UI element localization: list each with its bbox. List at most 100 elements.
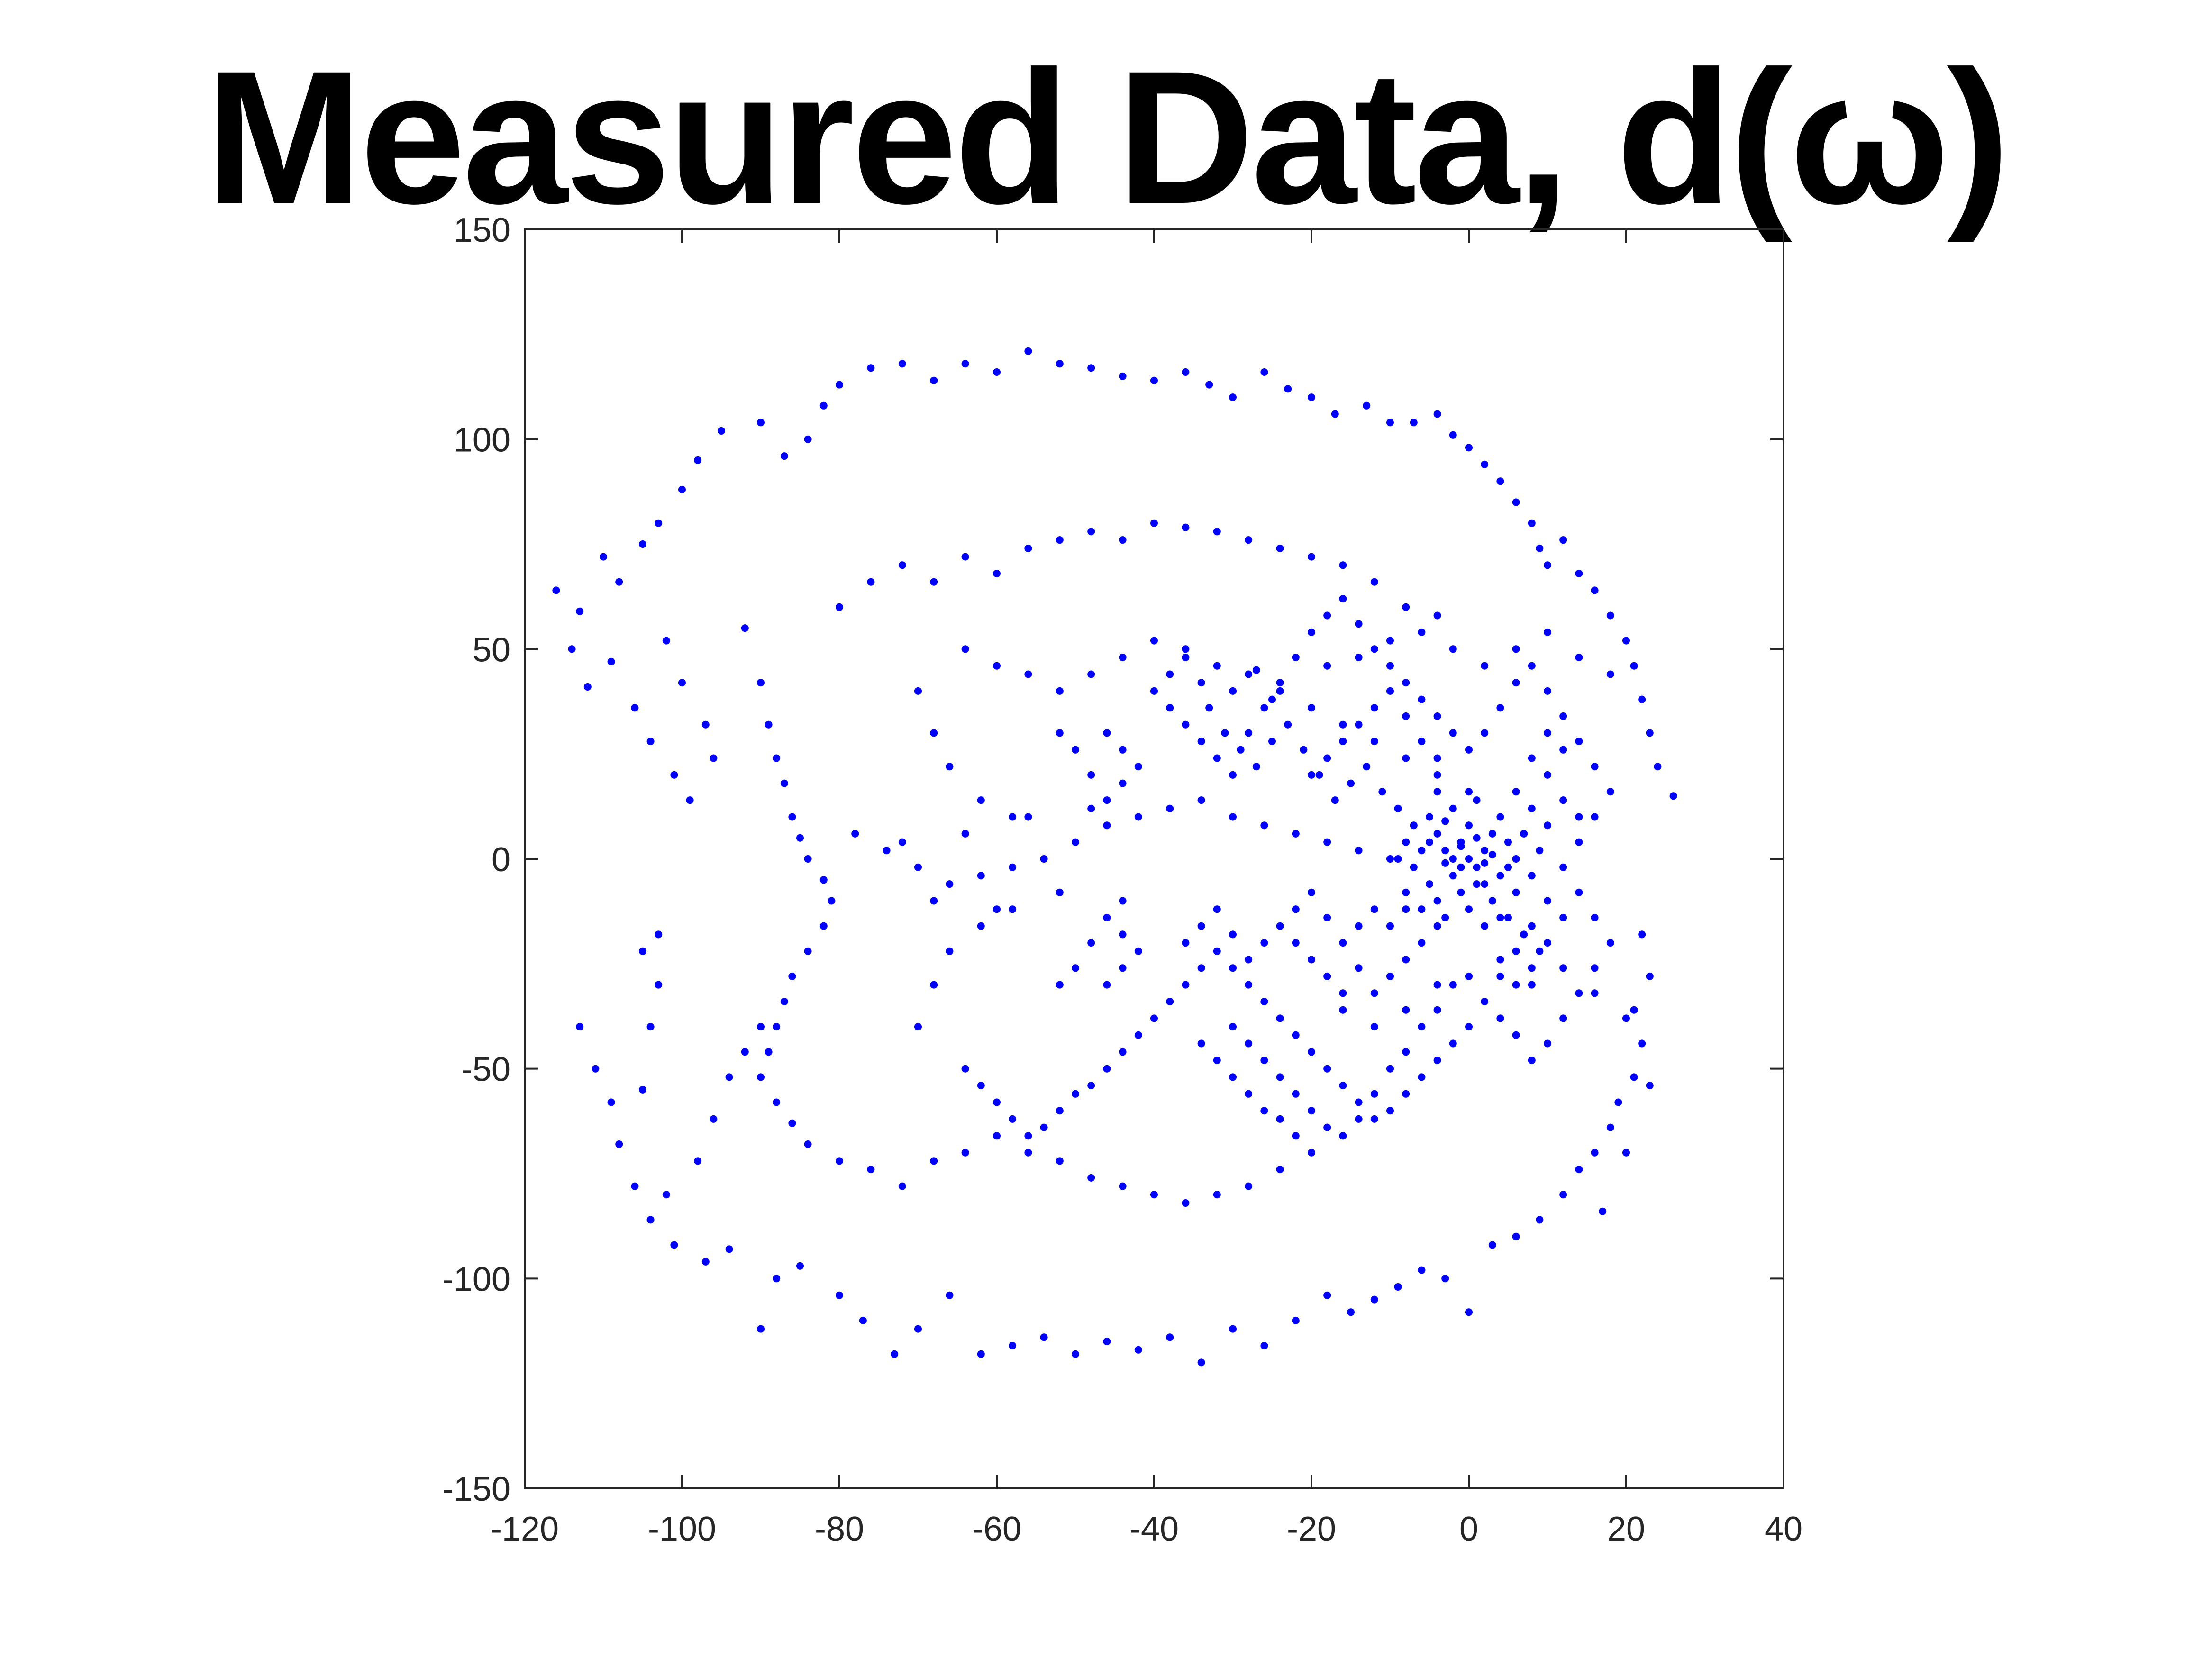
data-point: [1268, 695, 1276, 703]
data-point: [1559, 1191, 1567, 1199]
data-point: [836, 381, 843, 389]
data-point: [1182, 720, 1190, 729]
data-point: [631, 704, 639, 712]
data-point: [859, 1316, 867, 1324]
data-point: [1119, 654, 1127, 661]
data-point: [1119, 1048, 1127, 1056]
data-point: [961, 1065, 969, 1073]
data-point: [1229, 1073, 1237, 1081]
data-point: [1512, 981, 1520, 989]
data-point: [757, 1325, 765, 1333]
data-point: [1213, 1057, 1221, 1064]
data-point: [1260, 704, 1268, 712]
data-point: [1119, 372, 1127, 380]
data-point: [977, 796, 985, 804]
data-point: [1276, 687, 1284, 695]
data-point: [718, 427, 725, 435]
data-point: [867, 1166, 875, 1174]
data-point: [1481, 460, 1489, 468]
data-point: [796, 834, 804, 842]
data-point: [1481, 922, 1489, 930]
data-point: [1606, 788, 1614, 796]
data-point: [1347, 1308, 1355, 1316]
x-tick-label: -60: [972, 1510, 1021, 1548]
data-point: [1433, 981, 1441, 989]
data-point: [1292, 939, 1300, 947]
data-point: [552, 586, 560, 594]
data-point: [898, 1182, 906, 1190]
data-point: [1355, 720, 1363, 729]
data-point: [615, 1140, 623, 1148]
data-point: [678, 679, 686, 687]
data-point: [1473, 834, 1481, 842]
data-point: [1024, 544, 1032, 552]
data-point: [1355, 1115, 1363, 1123]
data-point: [1544, 1039, 1551, 1048]
data-point: [804, 1140, 812, 1148]
data-point: [1197, 796, 1205, 804]
data-point: [1449, 1039, 1457, 1048]
data-point: [1339, 720, 1347, 729]
data-point: [576, 1023, 584, 1031]
data-point: [1308, 888, 1315, 896]
data-point: [1040, 1333, 1048, 1341]
data-point: [1323, 1291, 1331, 1299]
data-point: [1260, 368, 1268, 376]
data-point: [1276, 1166, 1284, 1174]
data-point: [631, 1182, 639, 1190]
data-point: [1614, 1098, 1622, 1106]
data-point: [1197, 738, 1205, 746]
data-point: [1276, 1014, 1284, 1022]
data-point: [655, 981, 663, 989]
data-point: [1276, 544, 1284, 552]
data-point: [914, 1023, 922, 1031]
data-point: [1575, 738, 1583, 746]
data-point: [1197, 1358, 1205, 1367]
data-point: [1252, 666, 1260, 674]
data-point: [1606, 670, 1614, 678]
data-point: [1182, 368, 1190, 376]
data-point: [655, 930, 663, 939]
data-point: [1481, 662, 1489, 670]
data-point: [1386, 662, 1394, 670]
data-point: [1496, 913, 1504, 921]
data-point: [1150, 687, 1158, 695]
data-point: [1370, 905, 1378, 913]
data-point: [1229, 813, 1237, 821]
data-point: [1355, 620, 1363, 628]
data-point: [819, 922, 828, 930]
data-point: [1103, 913, 1111, 921]
data-point: [1528, 922, 1536, 930]
data-point: [1441, 913, 1449, 921]
data-point: [1323, 1065, 1331, 1073]
data-point: [1024, 1132, 1032, 1140]
data-point: [1370, 704, 1378, 712]
data-point: [757, 679, 765, 687]
data-point: [1213, 662, 1221, 670]
data-point: [1591, 964, 1599, 972]
data-point: [1433, 410, 1441, 418]
data-point: [1646, 972, 1654, 980]
data-point: [836, 1291, 843, 1299]
data-point: [1119, 536, 1127, 544]
x-tick-label: -20: [1287, 1510, 1336, 1548]
data-point: [977, 922, 985, 930]
data-point: [1465, 972, 1473, 980]
data-point: [1449, 981, 1457, 989]
data-point: [1386, 972, 1394, 980]
data-point: [930, 729, 938, 737]
data-point: [1370, 578, 1378, 586]
data-point: [1024, 1149, 1032, 1157]
data-point: [765, 1048, 773, 1056]
data-point: [946, 1291, 954, 1299]
data-point: [1072, 838, 1079, 846]
data-point: [788, 813, 796, 821]
data-point: [1166, 1333, 1174, 1341]
data-point: [993, 570, 1001, 577]
data-point: [1536, 847, 1544, 855]
data-point: [1087, 670, 1095, 678]
data-point: [773, 754, 781, 762]
data-point: [1056, 360, 1064, 368]
data-point: [1591, 813, 1599, 821]
